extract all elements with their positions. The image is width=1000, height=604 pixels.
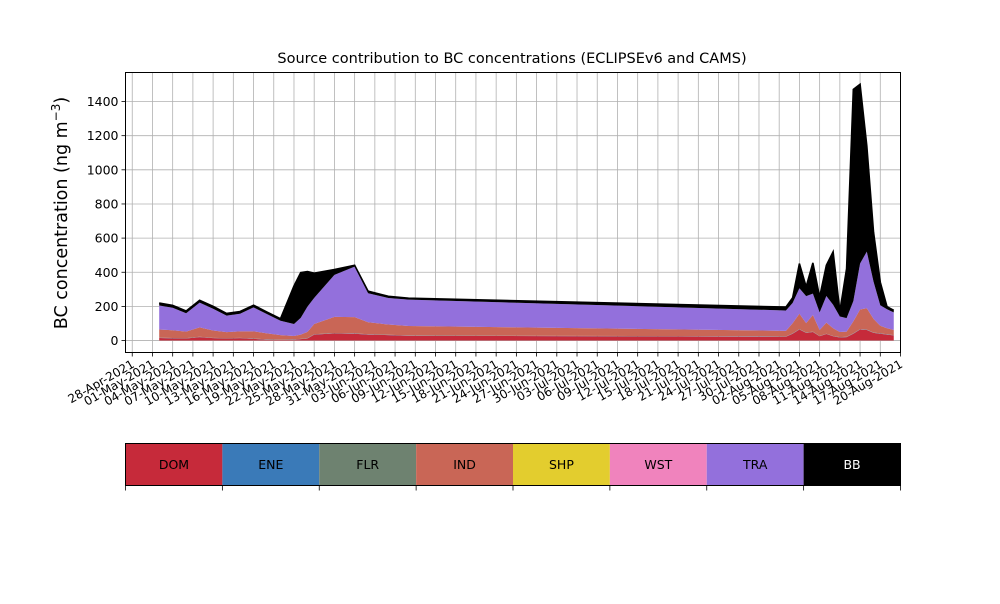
area-dom	[159, 329, 894, 341]
y-axis-label: BC concentration (ng m−3)	[49, 97, 72, 329]
legend-label-flr: FLR	[356, 457, 379, 472]
legend-swatch-shp	[513, 443, 610, 486]
y-axis-label-close: )	[52, 97, 72, 104]
area-tra	[159, 251, 894, 336]
y-tick-label: 200	[95, 299, 119, 314]
legend-label-ind: IND	[453, 457, 476, 472]
y-tick-label: 1200	[87, 128, 119, 143]
y-axis-label-main: BC concentration (ng m	[52, 121, 72, 329]
legend-swatch-dom	[125, 443, 223, 486]
y-tick-label: 0	[111, 333, 119, 348]
total-outline	[159, 82, 895, 320]
y-tick-label: 600	[95, 231, 119, 246]
y-axis: 0 200 400 600 800 1000 1200 1400	[87, 94, 126, 348]
y-tick-label: 800	[95, 196, 119, 211]
area-bb	[159, 84, 894, 324]
legend-label-shp: SHP	[549, 457, 574, 472]
legend-swatch-ene	[222, 443, 320, 486]
legend-label-dom: DOM	[159, 457, 189, 472]
legend-swatch-tra	[706, 443, 804, 486]
y-tick-label: 1400	[87, 94, 119, 109]
y-tick-label: 1000	[87, 162, 119, 177]
y-axis-label-exponent: −3	[49, 104, 63, 122]
legend-swatch-flr	[319, 443, 417, 486]
legend-label-wst: WST	[644, 457, 672, 472]
plot-frame	[125, 72, 901, 353]
legend-colorbar: DOM ENE FLR IND SHP WST TRA BB	[125, 443, 901, 491]
legend-swatch-wst	[609, 443, 707, 486]
legend-label-ene: ENE	[258, 457, 283, 472]
legend-label-tra: TRA	[742, 457, 768, 472]
legend-label-bb: BB	[843, 457, 860, 472]
stacked-areas	[159, 82, 895, 341]
chart-title: Source contribution to BC concentrations…	[277, 51, 746, 67]
legend-swatch-bb	[803, 443, 901, 486]
x-axis: 28-Apr-202101-May-202104-May-202107-May-…	[65, 352, 905, 409]
legend-swatch-ind	[416, 443, 513, 486]
y-tick-label: 400	[95, 265, 119, 280]
area-ind	[159, 308, 894, 340]
